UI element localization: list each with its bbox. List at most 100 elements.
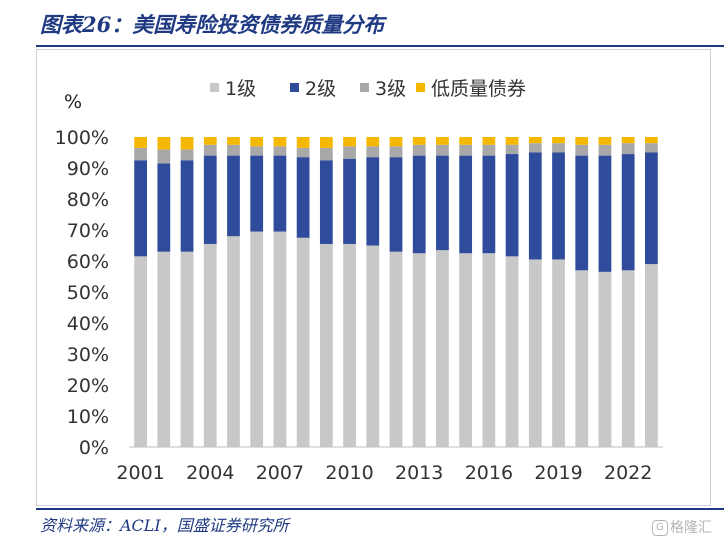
bar-segment <box>389 146 403 158</box>
y-tick-label: 90% <box>67 158 109 180</box>
bar-segment <box>389 137 403 147</box>
bar-segment <box>575 137 589 145</box>
bar-segment <box>157 137 171 150</box>
y-tick-label: 0% <box>79 437 109 459</box>
y-tick-label: 60% <box>67 251 109 273</box>
bar-segment <box>436 144 449 156</box>
x-tick-label: 2013 <box>395 462 443 484</box>
bar-segment <box>203 155 217 244</box>
bars-group <box>134 137 658 447</box>
watermark-logo-icon: G <box>652 520 668 536</box>
bar-segment <box>459 253 473 447</box>
x-tick-label: 2004 <box>186 462 234 484</box>
y-tick-label: 100% <box>55 127 109 149</box>
y-axis-unit-label: % <box>64 91 82 113</box>
y-tick-label: 70% <box>67 220 109 242</box>
bar-segment <box>134 160 147 257</box>
bar-segment <box>645 264 658 447</box>
bar-segment <box>645 152 658 265</box>
bar-segment <box>621 137 635 144</box>
bar-segment <box>157 251 171 447</box>
bar-segment <box>227 144 240 156</box>
bar-segment <box>250 231 264 447</box>
bar-segment <box>528 152 542 260</box>
bar-segment <box>319 147 333 161</box>
legend-swatch <box>360 83 369 92</box>
bar-segment <box>366 137 380 147</box>
watermark: G 格隆汇 <box>652 517 712 537</box>
bar-segment <box>598 271 612 447</box>
legend-swatch <box>290 83 299 92</box>
bar-segment <box>296 147 310 158</box>
legend-swatch <box>416 83 425 92</box>
bar-segment <box>482 253 496 447</box>
bar-segment <box>273 231 287 447</box>
bar-segment <box>203 144 217 156</box>
source-note: 资料来源：ACLI，国盛证券研究所 <box>40 516 289 535</box>
bar-segment <box>273 146 287 156</box>
bar-segment <box>366 157 380 246</box>
bar-segment <box>505 256 519 447</box>
bar-segment <box>134 137 147 148</box>
bar-segment <box>134 256 147 447</box>
bar-segment <box>319 137 333 148</box>
bar-segment <box>180 160 194 252</box>
bar-segment <box>505 154 519 257</box>
bar-segment <box>621 143 635 155</box>
bar-segment <box>412 253 426 447</box>
bar-segment <box>482 155 496 254</box>
bar-segment <box>157 149 171 164</box>
legend-label: 2级 <box>305 78 336 100</box>
bar-segment <box>203 137 217 145</box>
chart-legend: 1级 2级 3级 低质量债券 <box>210 78 526 100</box>
bar-segment <box>273 137 287 147</box>
x-tick-label: 2010 <box>325 462 373 484</box>
bar-segment <box>250 146 264 156</box>
bar-segment <box>598 137 612 145</box>
watermark-text: 格隆汇 <box>670 520 712 536</box>
y-tick-label: 20% <box>67 375 109 397</box>
bar-segment <box>250 155 264 232</box>
bar-segment <box>575 144 589 156</box>
legend-swatch <box>210 83 219 92</box>
bar-segment <box>227 236 240 447</box>
chart-frame: 1级 2级 3级 低质量债券 % 0% 10% 20% 30% 40% 50% 60% 70% 80%… <box>36 49 711 506</box>
bar-segment <box>459 144 473 156</box>
bar-segment <box>412 137 426 145</box>
bar-segment <box>319 243 333 447</box>
y-tick-label: 10% <box>67 406 109 428</box>
bar-segment <box>180 137 194 150</box>
bar-segment <box>505 144 519 155</box>
bar-segment <box>319 160 333 244</box>
bar-segment <box>412 155 426 254</box>
bar-segment <box>436 155 449 251</box>
bar-segment <box>227 155 240 237</box>
bar-segment <box>412 144 426 156</box>
bar-segment <box>575 155 589 271</box>
bar-segment <box>436 137 449 145</box>
bar-segment <box>645 143 658 153</box>
bar-segment <box>227 137 240 145</box>
bar-segment <box>157 163 171 252</box>
bar-segment <box>389 251 403 447</box>
x-tick-label: 2007 <box>256 462 304 484</box>
bar-segment <box>598 144 612 156</box>
bar-segment <box>366 245 380 447</box>
bar-segment <box>296 157 310 238</box>
bar-segment <box>552 259 565 447</box>
figure-title: 图表26：美国寿险投资债券质量分布 <box>40 12 385 37</box>
bar-segment <box>343 146 356 159</box>
bar-segment <box>180 251 194 447</box>
bar-segment <box>621 270 635 447</box>
bar-segment <box>552 143 565 153</box>
bar-segment <box>482 137 496 145</box>
bar-segment <box>621 154 635 271</box>
bar-segment <box>459 137 473 145</box>
bar-segment <box>389 157 403 252</box>
bar-segment <box>575 270 589 447</box>
bar-segment <box>180 149 194 161</box>
source-divider <box>36 508 724 510</box>
bar-segment <box>552 137 565 144</box>
bar-segment <box>528 143 542 153</box>
bar-segment <box>645 137 658 144</box>
